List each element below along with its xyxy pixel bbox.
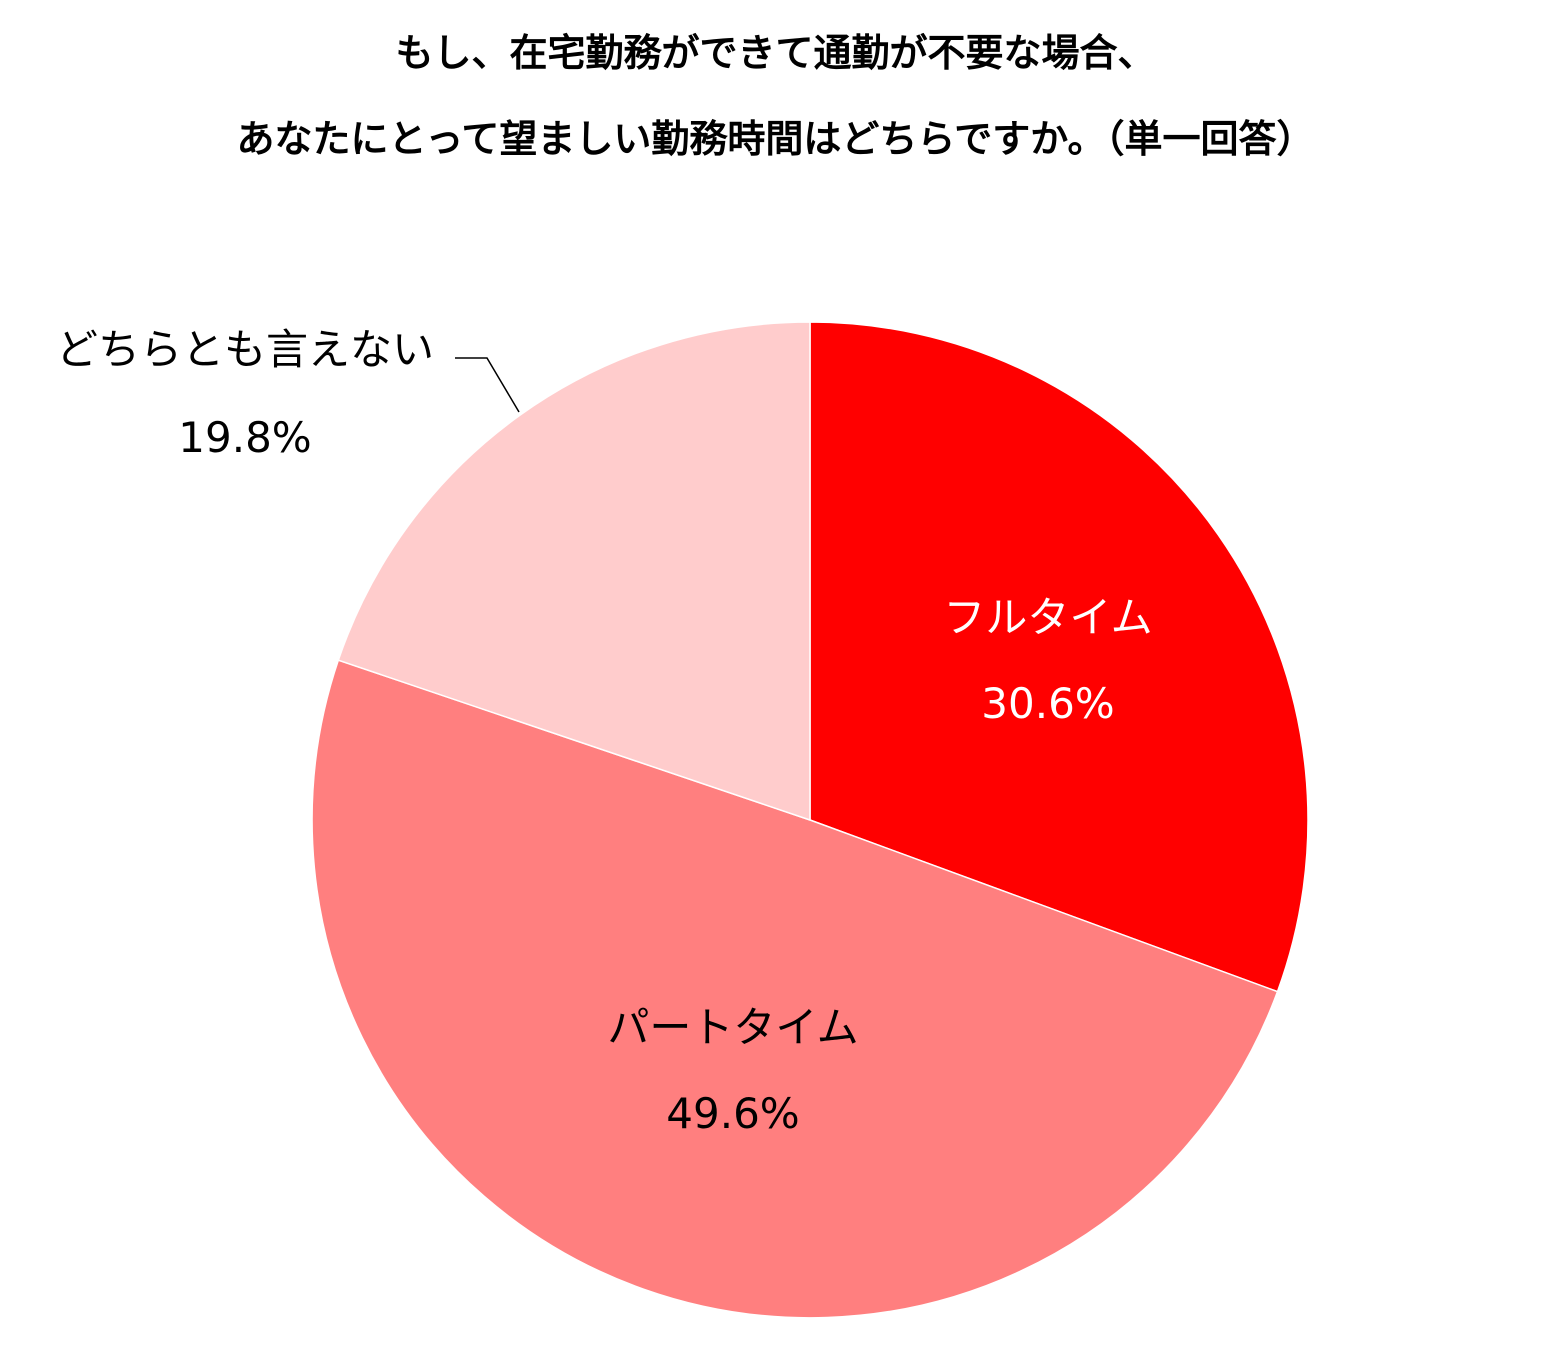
pie-slice-3 [337,321,811,822]
slice-name-label-2: パートタイム [607,1003,858,1052]
pie-slices [311,321,1309,1319]
slice-name-label-3: どちらとも言えない [56,325,434,374]
slice-value-label-3: 19.8% [178,413,311,462]
pie-slice-2 [311,659,1279,1319]
pie-labels: フルタイム 30.6% パートタイム 49.6% どちらとも言えない 19.8% [56,325,1153,1138]
pie-slice-1 [809,321,1309,993]
slice-value-label-1: 30.6% [981,679,1114,728]
chart-subtitle: あなたにとって望ましい勤務時間はどちらですか。（単一回答） [236,117,1315,161]
chart-title: もし、在宅勤務ができて通勤が不要な場合、 [395,31,1156,75]
slice-name-label-1: フルタイム [943,593,1152,642]
leader-line-3 [455,357,520,413]
slice-value-label-2: 49.6% [666,1089,799,1138]
